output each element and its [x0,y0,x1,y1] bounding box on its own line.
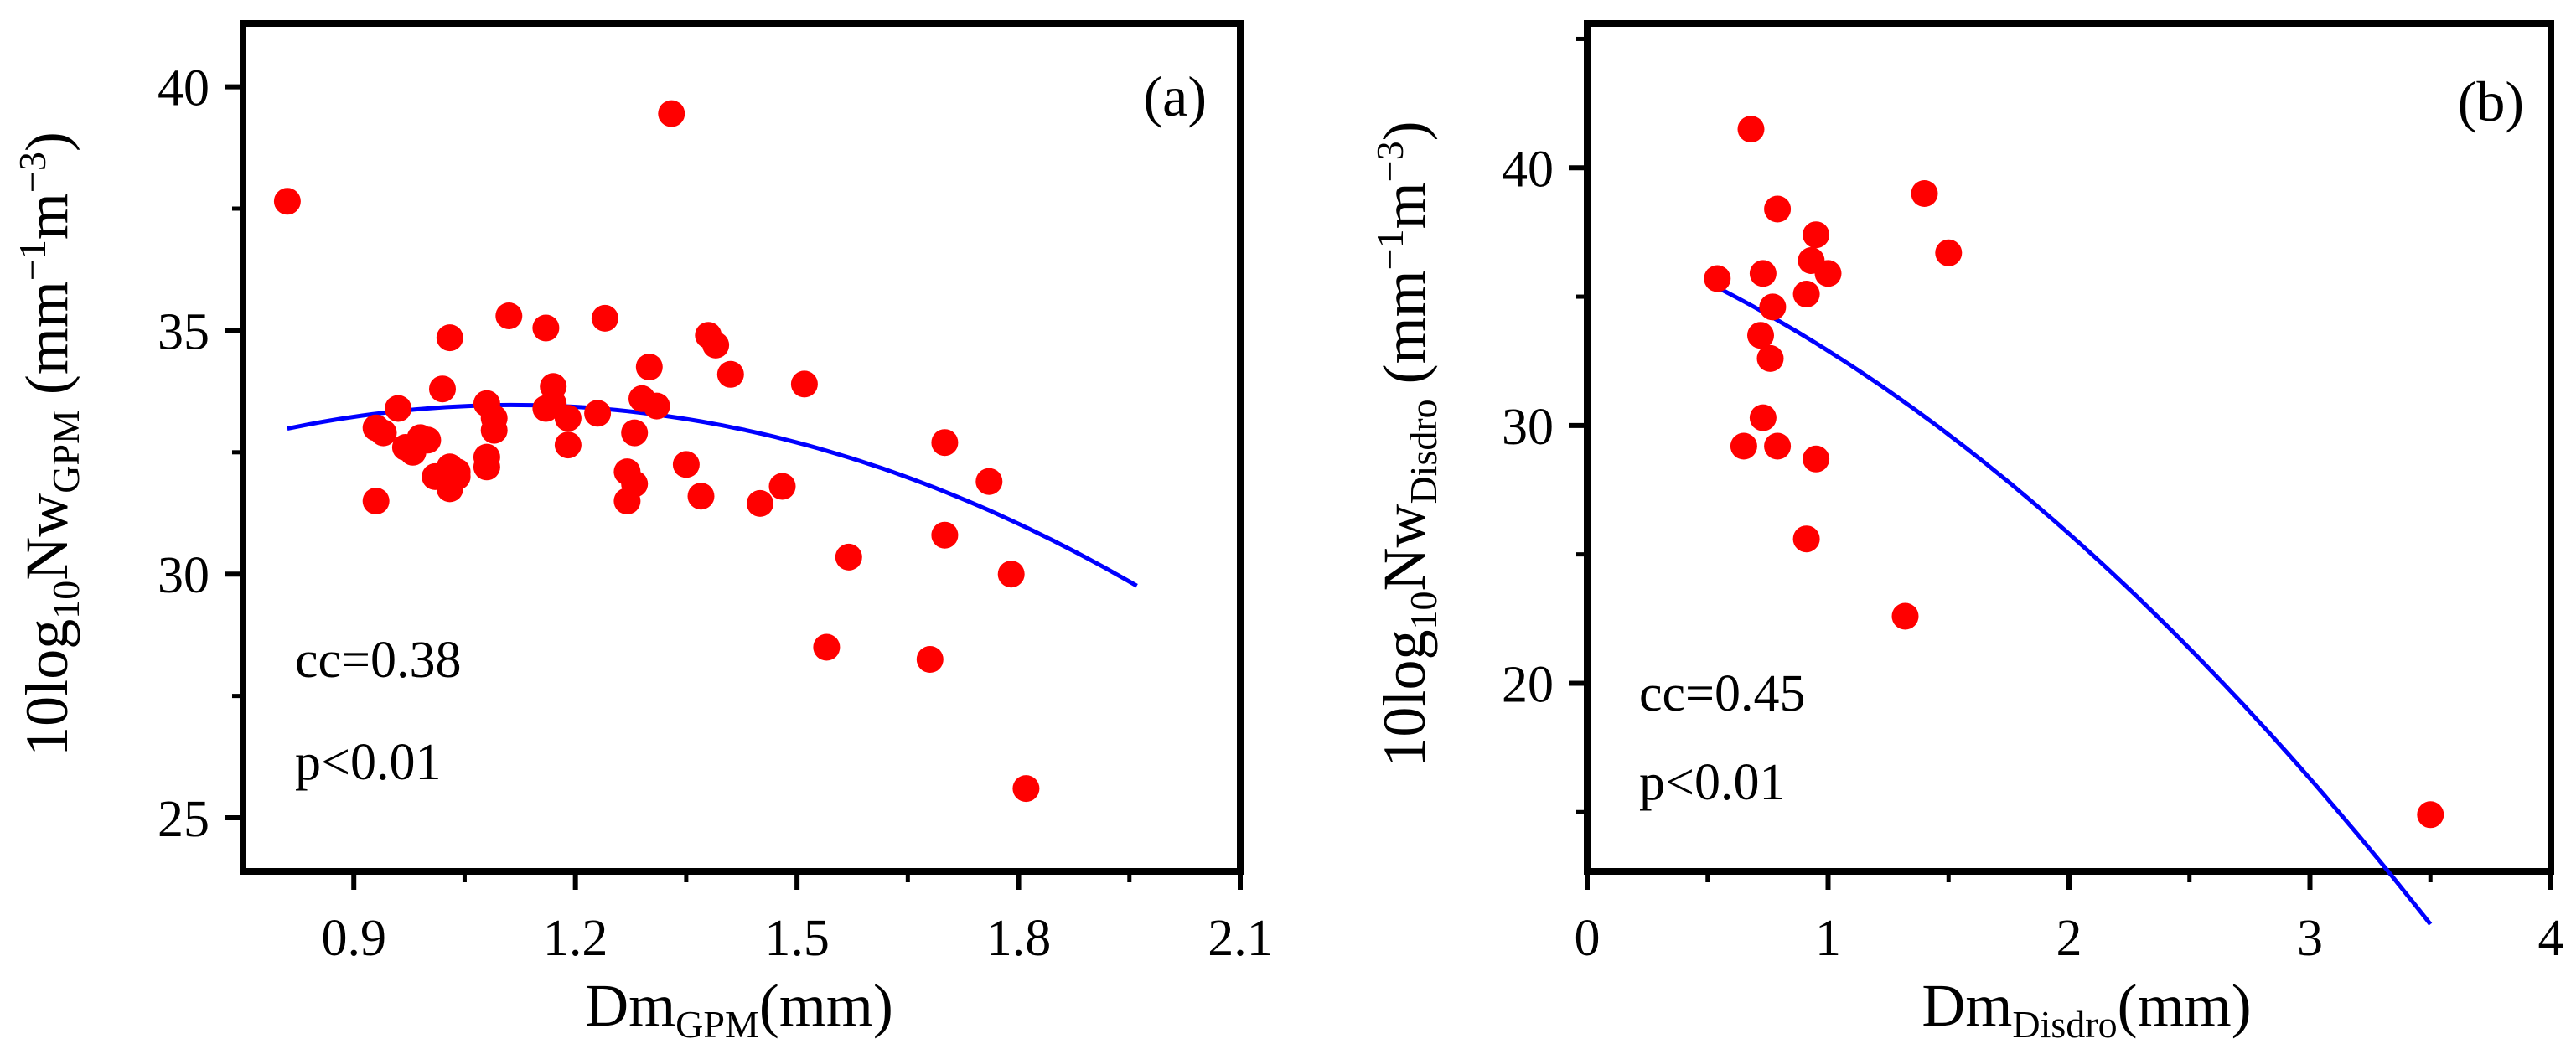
data-point [1704,265,1731,292]
x-tick-label: 1.2 [543,910,608,967]
data-point [554,405,582,432]
data-point [747,489,773,517]
data-point [687,483,715,510]
scatter-points-a [273,100,1040,803]
data-point [2417,801,2444,829]
x-axis-title-b: DmDisdro(mm) [1922,972,2251,1046]
data-point [702,331,730,359]
x-tick-label: 0.9 [321,910,386,967]
data-point [1764,195,1792,223]
y-axis-title-b: 10log10NwDisdro (mm−1m−3) [1368,121,1445,767]
data-point [273,188,301,215]
panel-label-a: (a) [1144,65,1207,128]
data-point [385,395,412,422]
y-tick-labels-b: 20 30 40 [1502,141,1554,713]
data-point [370,419,397,447]
data-point [1792,525,1820,553]
plot-frame-a [240,20,1244,875]
y-tick-label: 30 [158,547,209,604]
x-tick-label: 1.5 [764,910,830,967]
data-point [473,453,500,481]
stat-p-a: p<0.01 [295,734,441,791]
data-point [1935,239,1963,266]
data-point [1737,116,1765,143]
data-point [716,360,744,388]
data-point [643,392,670,420]
y-tick-label: 20 [1502,656,1554,713]
data-point [532,314,560,342]
x-tick-label: 4 [2538,910,2564,967]
x-tick-label: 1.8 [986,910,1052,967]
data-point [635,354,663,380]
data-point [414,426,442,454]
data-point [672,451,700,478]
data-point [916,646,944,673]
fit-curve-b [1716,285,2433,926]
data-point [1792,281,1820,307]
x-axis-title-a: DmGPM(mm) [585,972,893,1046]
x-tick-label: 2.1 [1208,910,1273,967]
data-point [1803,221,1830,249]
data-point [362,488,390,514]
stat-cc-b: cc=0.45 [1639,665,1806,722]
data-point [768,473,796,500]
data-point [1749,404,1777,431]
data-point [621,470,649,498]
y-tick-label: 40 [158,60,209,117]
data-point [480,416,508,444]
x-tick-label: 1 [1815,910,1841,967]
data-point [1891,602,1919,630]
x-tick-labels-a: 0.9 1.2 1.5 1.8 2.1 [321,910,1272,967]
data-point [931,521,959,549]
data-point [1747,322,1774,349]
data-point [429,375,456,403]
panel-label-b: (b) [2458,70,2524,133]
scatter-points-b [1704,116,2444,829]
data-point [835,543,862,571]
tick-marks-b [1569,36,2553,890]
data-point [1759,293,1787,321]
data-point [1749,260,1777,287]
y-tick-labels-a: 25 30 35 40 [158,60,209,848]
y-axis-title-a: 10log10NwGPM (mm−1m−3) [11,132,87,757]
panel-a: 0.9 1.2 1.5 1.8 2.1 25 30 35 40 (a) cc=0.38 p<0… [11,20,1273,1046]
data-point [975,468,1003,495]
data-point [591,304,618,332]
x-tick-labels-b: 0 1 2 3 4 [1575,910,2564,967]
y-tick-label: 30 [1502,399,1554,456]
data-point [790,370,818,398]
data-point [1730,432,1757,460]
x-tick-label: 3 [2297,910,2323,967]
tick-marks-a [225,84,1243,890]
data-point [1911,180,1938,207]
data-point [436,324,463,352]
data-point [584,400,612,427]
data-point [1756,344,1784,372]
data-point [621,419,649,447]
fit-curve-a [287,402,1138,588]
data-point [1814,260,1842,287]
data-point [658,100,685,127]
stat-p-b: p<0.01 [1639,754,1785,811]
data-point [931,429,959,457]
data-point [495,302,523,329]
x-tick-label: 2 [2056,910,2082,967]
data-point [997,561,1025,588]
data-point [1764,432,1792,460]
panel-b: 0 1 2 3 4 20 30 40 (b) cc=0.45 p<0.01 DmDisdro… [1368,20,2564,1046]
x-tick-label: 0 [1575,910,1601,967]
y-tick-label: 35 [158,303,209,360]
data-point [554,431,582,459]
data-point [1803,445,1830,473]
stat-cc-a: cc=0.38 [295,632,462,689]
y-tick-label: 40 [1502,141,1554,198]
data-point [1012,775,1040,803]
data-point [443,458,471,486]
y-tick-label: 25 [158,791,209,848]
data-point [813,633,841,661]
